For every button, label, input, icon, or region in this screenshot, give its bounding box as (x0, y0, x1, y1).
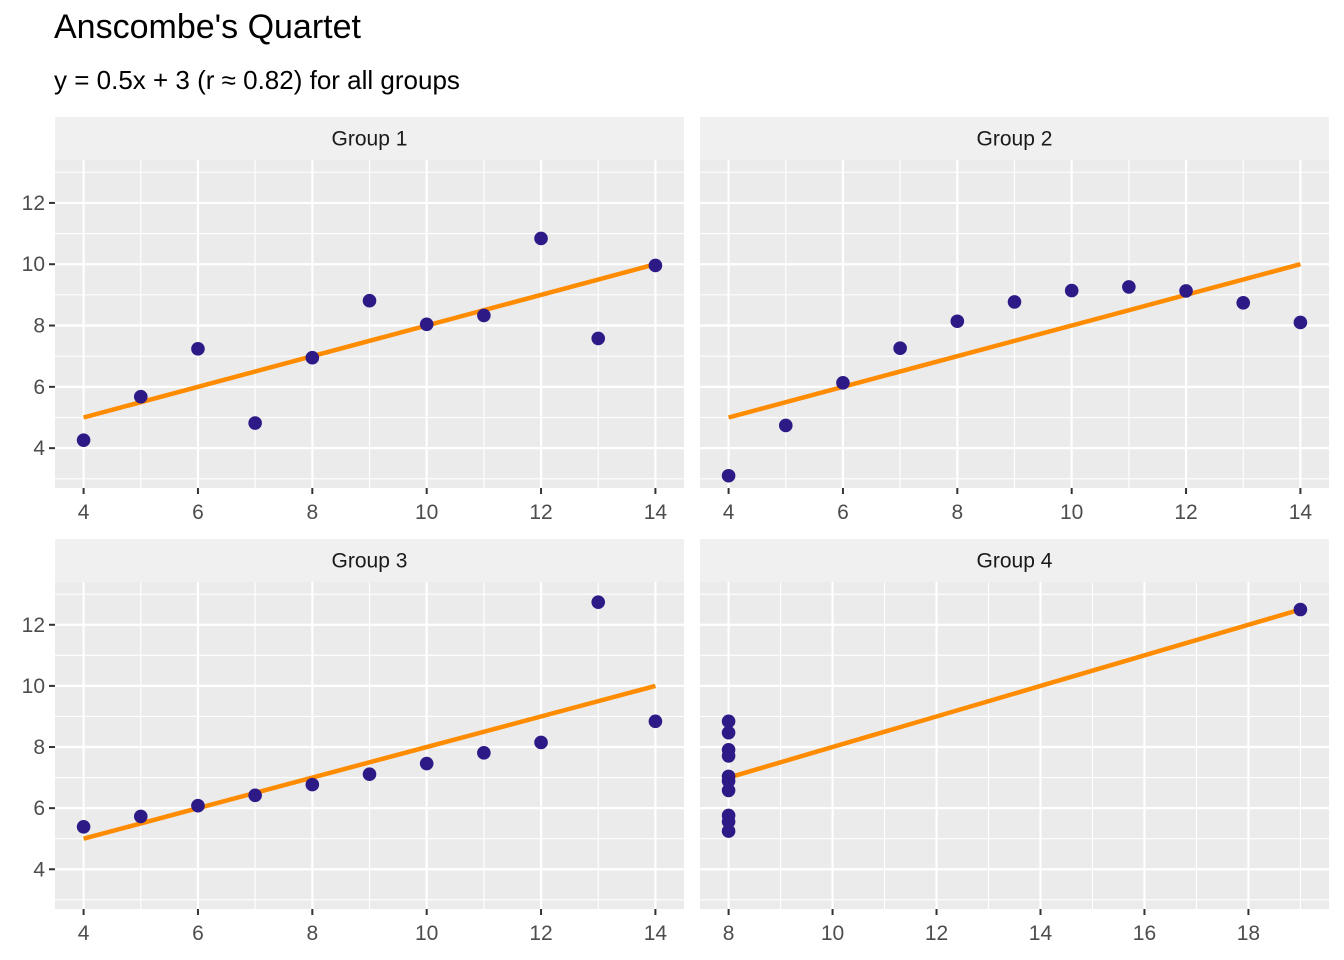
data-point (721, 824, 736, 838)
data-point (419, 756, 434, 771)
x-tick-label: 14 (1029, 922, 1053, 945)
fit-line (83, 262, 656, 420)
chart-subtitle: y = 0.5x + 3 (r ≈ 0.82) for all groups (54, 65, 460, 95)
y-tick-label: 6 (33, 797, 45, 820)
x-tick-label: 4 (78, 501, 90, 524)
data-point (477, 746, 491, 760)
x-tick-label: 8 (306, 922, 318, 945)
y-tick-label: 10 (22, 675, 45, 698)
strip-label: Group 2 (977, 128, 1053, 151)
y-tick-label: 6 (33, 376, 45, 399)
data-point (133, 809, 148, 824)
data-point (362, 767, 377, 782)
data-point (76, 819, 91, 834)
data-point (591, 331, 606, 346)
data-point (305, 777, 320, 792)
x-tick-label: 16 (1133, 922, 1156, 945)
data-point (721, 774, 736, 788)
x-tick-label: 6 (192, 922, 204, 945)
strip-background (55, 117, 684, 160)
strip-label: Group 4 (977, 550, 1053, 573)
data-point (721, 814, 736, 829)
chart-title: Anscombe's Quartet (54, 8, 362, 46)
data-point (133, 389, 148, 404)
data-point (1179, 284, 1193, 298)
facet-panel-1: Group 1 4 6 8 10 12 14 4 6 8 10 12 (22, 117, 684, 524)
data-point (591, 595, 606, 609)
facet-panel-4: Group 4 8 10 12 14 16 18 (700, 539, 1329, 945)
data-point (721, 742, 736, 757)
strip-background (55, 539, 684, 582)
data-point (836, 376, 850, 390)
x-tick-label: 10 (415, 922, 438, 945)
data-point (950, 314, 965, 329)
data-point (248, 788, 262, 803)
data-point (721, 783, 736, 798)
data-point (1293, 602, 1308, 617)
data-point (419, 317, 434, 332)
y-tick-label: 4 (33, 858, 45, 881)
x-tick-label: 12 (925, 922, 948, 945)
x-tick-label: 12 (529, 501, 552, 524)
x-tick-label: 10 (821, 922, 844, 945)
y-tick-label: 10 (22, 253, 45, 276)
data-point (778, 418, 793, 433)
x-tick-label: 6 (837, 501, 849, 524)
x-tick-label: 18 (1237, 922, 1260, 945)
x-tick-label: 12 (1174, 501, 1197, 524)
x-tick-label: 14 (644, 922, 668, 945)
strip-label: Group 1 (332, 128, 408, 151)
data-point (721, 725, 736, 740)
data-point (721, 714, 736, 729)
y-tick-label: 8 (33, 736, 45, 759)
x-tick-label: 12 (529, 922, 552, 945)
facet-panel-2: Group 2 4 6 8 10 12 14 (700, 117, 1329, 524)
data-point (893, 341, 907, 356)
panel-background (700, 582, 1329, 909)
x-tick-label: 10 (415, 501, 438, 524)
y-tick-label: 12 (22, 192, 45, 215)
data-point (648, 714, 663, 729)
y-tick-label: 12 (22, 614, 45, 637)
data-point (1007, 295, 1022, 309)
data-point (1122, 280, 1136, 294)
data-point (534, 735, 548, 750)
data-point (534, 231, 548, 246)
data-point (305, 350, 320, 365)
fit-line (83, 683, 656, 841)
data-point (1236, 296, 1251, 310)
x-tick-label: 6 (192, 501, 204, 524)
x-tick-label: 8 (723, 922, 735, 945)
x-tick-label: 4 (723, 501, 735, 524)
data-point (1293, 315, 1308, 330)
data-point (721, 468, 736, 483)
x-tick-label: 8 (306, 501, 318, 524)
fit-line (728, 262, 1301, 420)
x-tick-label: 10 (1060, 501, 1083, 524)
fit-line (727, 607, 1302, 780)
x-tick-label: 4 (78, 922, 90, 945)
data-point (248, 416, 262, 430)
data-point (191, 798, 205, 813)
strip-background (700, 539, 1329, 582)
x-tick-label: 14 (1289, 501, 1313, 524)
y-tick-label: 8 (33, 315, 45, 338)
strip-background (700, 117, 1329, 160)
data-point (477, 308, 491, 323)
y-tick-label: 4 (33, 437, 45, 460)
data-point (191, 342, 205, 356)
data-point (648, 258, 663, 273)
data-point (1064, 283, 1079, 298)
facet-panel-3: Group 3 4 6 8 10 12 14 4 6 8 10 12 (22, 539, 684, 945)
data-point (76, 433, 91, 447)
data-point (362, 293, 377, 308)
x-tick-label: 8 (951, 501, 963, 524)
strip-label: Group 3 (332, 550, 408, 573)
x-tick-label: 14 (644, 501, 668, 524)
